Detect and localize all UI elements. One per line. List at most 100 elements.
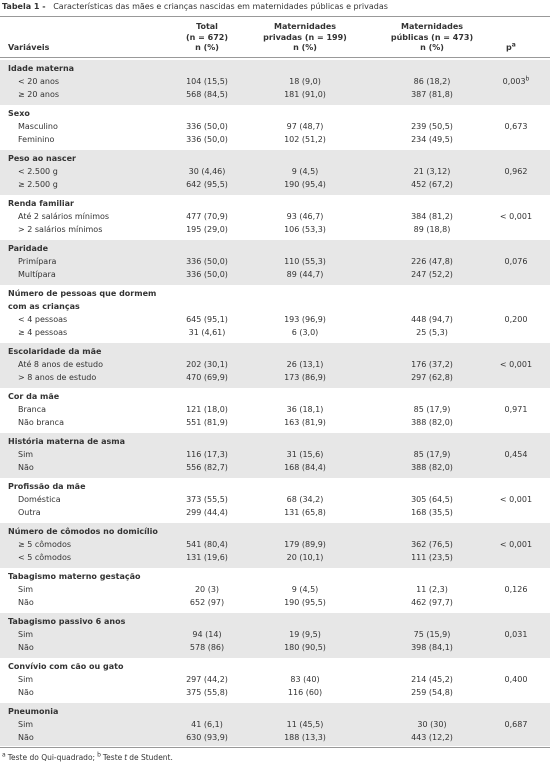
cell: 443 (12,2) — [411, 733, 453, 742]
cell: 188 (13,3) — [284, 733, 326, 742]
cell: 297 (44,2) — [186, 675, 228, 684]
p-text: 0,454 — [504, 450, 528, 459]
cell: 97 (48,7) — [286, 122, 324, 131]
cell: 75 (15,9) — [413, 630, 451, 639]
p-value: 0,126 — [505, 584, 528, 596]
cell: 121 (18,0) — [186, 405, 228, 414]
p-value: 0,003b — [503, 76, 530, 88]
p-text: p — [506, 43, 512, 52]
row-label: Não — [18, 733, 34, 742]
p-text: 0,003 — [502, 77, 526, 86]
cell: 68 (34,2) — [286, 495, 324, 504]
cell: 305 (64,5) — [411, 495, 453, 504]
group-title: Número de pessoas que dormem — [8, 289, 157, 298]
row-label: Sim — [18, 675, 34, 684]
group-title: Escolaridade da mãe — [8, 347, 102, 356]
group-title: Idade materna — [8, 64, 75, 73]
cell: 462 (97,7) — [411, 598, 453, 607]
header-cell: n (%) — [293, 43, 317, 52]
group-title: Paridade — [8, 244, 49, 253]
p-value: < 0,001 — [500, 539, 532, 551]
p-text: < 0,001 — [499, 212, 533, 221]
table-caption: Tabela 1 - Características das mães e cr… — [2, 1, 388, 13]
group-band — [0, 703, 550, 746]
row-label: < 20 anos — [18, 77, 60, 86]
p-sup: a — [511, 41, 516, 49]
cell: 556 (82,7) — [186, 463, 228, 472]
cell: 336 (50,0) — [186, 270, 228, 279]
rule — [0, 57, 550, 58]
row-label: > 8 anos de estudo — [18, 373, 97, 382]
p-value: 0,400 — [505, 674, 528, 686]
cell: 11 (45,5) — [286, 720, 324, 729]
row-label: Sim — [18, 585, 34, 594]
row-label: Não — [18, 598, 34, 607]
cell: 176 (37,2) — [411, 360, 453, 369]
header-cell: Maternidades — [400, 22, 464, 31]
row-label: > 2 salários mínimos — [18, 225, 103, 234]
caption-label: Tabela 1 - — [2, 2, 46, 11]
cell: 30 (30) — [417, 720, 447, 729]
row-label: ≥ 20 anos — [18, 90, 60, 99]
cell: 9 (4,5) — [291, 585, 319, 594]
cell: 214 (45,2) — [411, 675, 453, 684]
p-text: 0,200 — [504, 315, 528, 324]
cell: 551 (81,9) — [186, 418, 228, 427]
cell: 179 (89,9) — [284, 540, 326, 549]
cell: 85 (17,9) — [413, 450, 451, 459]
cell: 102 (51,2) — [284, 135, 326, 144]
cell: 259 (54,8) — [411, 688, 453, 697]
caption-text: Características das mães e crianças nasc… — [53, 2, 388, 11]
rule — [0, 16, 550, 17]
p-text: < 0,001 — [499, 495, 533, 504]
header-variables: Variáveis — [8, 43, 50, 52]
cell: 116 (17,3) — [186, 450, 228, 459]
cell: 384 (81,2) — [411, 212, 453, 221]
cell: 190 (95,5) — [284, 598, 326, 607]
p-text: 0,673 — [504, 122, 528, 131]
p-text: < 0,001 — [499, 360, 533, 369]
cell: 85 (17,9) — [413, 405, 451, 414]
group-title: Convívio com cão ou gato — [8, 662, 124, 671]
row-label: Não branca — [18, 418, 64, 427]
group-title: História materna de asma — [8, 437, 126, 446]
group-title: Renda familiar — [8, 199, 74, 208]
cell: 373 (55,5) — [186, 495, 228, 504]
cell: 173 (86,9) — [284, 373, 326, 382]
cell: 398 (84,1) — [411, 643, 453, 652]
cell: 388 (82,0) — [411, 418, 453, 427]
p-value: 0,200 — [505, 314, 528, 326]
p-value: < 0,001 — [500, 359, 532, 371]
p-text: 0,126 — [504, 585, 528, 594]
header-cell: n (%) — [420, 43, 444, 52]
row-label: Não — [18, 643, 34, 652]
row-label: Sim — [18, 720, 34, 729]
cell: 568 (84,5) — [186, 90, 228, 99]
cell: 578 (86) — [189, 643, 225, 652]
row-label: < 5 cômodos — [18, 553, 71, 562]
p-text: 0,076 — [504, 257, 528, 266]
group-band — [0, 240, 550, 285]
cell: 131 (65,8) — [284, 508, 326, 517]
row-label: Multípara — [18, 270, 56, 279]
cell: 630 (93,9) — [186, 733, 228, 742]
cell: 36 (18,1) — [286, 405, 324, 414]
p-value: 0,076 — [505, 256, 528, 268]
row-label: ≥ 4 pessoas — [18, 328, 68, 337]
group-title: Pneumonia — [8, 707, 59, 716]
cell: 645 (95,1) — [186, 315, 228, 324]
header-p: pa — [506, 42, 516, 54]
footnote-text: de Student. — [129, 753, 173, 762]
row-label: Outra — [18, 508, 41, 517]
header-cell: (n = 672) — [186, 32, 228, 42]
p-value: 0,971 — [505, 404, 528, 416]
row-label: Não — [18, 688, 34, 697]
row-label: Até 8 anos de estudo — [18, 360, 103, 369]
cell: 83 (40) — [290, 675, 320, 684]
row-label: ≥ 5 cômodos — [18, 540, 71, 549]
cell: 168 (35,5) — [411, 508, 453, 517]
p-text: 0,400 — [504, 675, 528, 684]
row-label: < 4 pessoas — [18, 315, 68, 324]
p-text: 0,971 — [504, 405, 528, 414]
cell: 202 (30,1) — [186, 360, 228, 369]
